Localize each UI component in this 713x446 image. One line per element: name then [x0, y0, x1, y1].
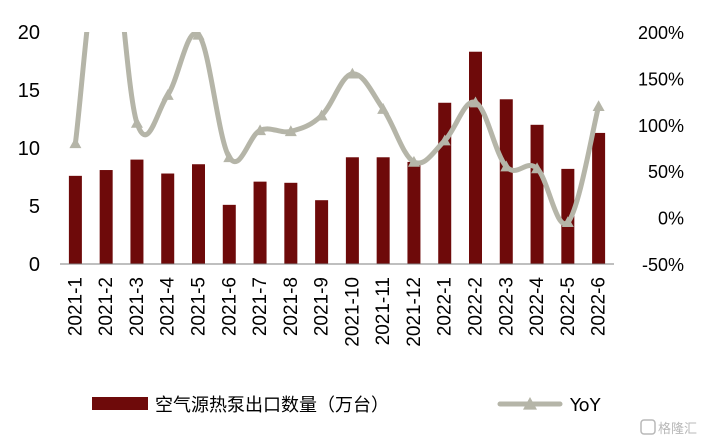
bar	[407, 161, 421, 264]
yoy-marker	[130, 116, 143, 128]
yoy-marker	[438, 134, 451, 146]
bar	[253, 181, 267, 264]
legend-marker-triangle	[523, 397, 537, 410]
left-tick-label: 10	[18, 138, 40, 160]
bar	[592, 132, 606, 264]
right-tick-label: 0%	[658, 209, 684, 229]
yoy-marker	[254, 124, 267, 136]
x-tick-label: 2021-10	[342, 277, 363, 347]
left-tick-label: 15	[18, 80, 40, 102]
right-tick-label: 100%	[638, 116, 684, 136]
x-tick-label: 2021-2	[96, 277, 117, 336]
x-tick-label: 2021-6	[219, 277, 240, 336]
x-tick-label: 2021-8	[281, 277, 302, 336]
x-tick-label: 2022-2	[466, 277, 487, 336]
yoy-marker	[69, 137, 82, 149]
bar	[530, 124, 544, 264]
x-tick-label: 2021-7	[250, 277, 271, 336]
yoy-marker	[192, 32, 205, 40]
x-tick-label: 2021-3	[127, 277, 148, 336]
x-tick-label: 2022-4	[527, 277, 548, 337]
yoy-marker	[407, 155, 420, 167]
legend: 空气源热泵出口数量（万台） YoY	[92, 395, 602, 416]
bar	[192, 164, 205, 264]
bar	[130, 159, 144, 264]
yoy-marker	[561, 216, 574, 228]
yoy-marker	[377, 103, 390, 114]
legend-swatch-bar	[92, 397, 148, 410]
x-tick-label: 2022-1	[435, 277, 456, 336]
bar	[161, 173, 175, 264]
bar	[376, 157, 390, 264]
left-tick-label: 0	[29, 254, 40, 276]
yoy-marker	[500, 160, 513, 172]
right-tick-label: -50%	[642, 255, 684, 275]
line-series	[69, 32, 605, 228]
bar-series	[68, 51, 606, 264]
right-tick-label: 150%	[638, 69, 684, 89]
x-tick-label: 2021-1	[65, 277, 86, 336]
bar	[499, 99, 513, 264]
watermark: 格隆汇	[640, 419, 697, 437]
bar	[99, 170, 113, 264]
legend-label-line: YoY	[569, 395, 602, 416]
x-tick-label: 2021-5	[189, 277, 210, 336]
yoy-marker	[284, 125, 297, 137]
yoy-marker	[469, 96, 482, 108]
x-tick-label: 2021-4	[158, 277, 179, 337]
x-tick-label: 2021-12	[404, 277, 425, 347]
bar	[222, 204, 236, 264]
right-tick-label: 50%	[648, 162, 684, 182]
bar	[68, 175, 82, 264]
yoy-marker	[161, 89, 174, 100]
watermark-logo-icon	[640, 419, 656, 435]
left-tick-label: 5	[29, 196, 40, 218]
x-tick-label: 2021-11	[373, 277, 394, 345]
x-tick-label: 2021-9	[312, 277, 333, 336]
yoy-marker	[315, 109, 328, 121]
yoy-marker	[346, 67, 359, 79]
bar	[469, 51, 482, 264]
yoy-marker	[531, 162, 544, 174]
bar	[345, 157, 359, 264]
x-tick-label: 2022-3	[496, 277, 517, 336]
right-tick-label: 200%	[638, 23, 684, 43]
x-axis: 2021-1 2021-2 2021-3 2021-4 2021-5 2021-6 2021…	[65, 277, 609, 347]
yoy-marker	[592, 100, 605, 112]
bar	[284, 182, 298, 264]
right-axis: -50% 0% 50% 100% 150% 200%	[638, 23, 684, 275]
x-tick-label: 2022-6	[589, 277, 610, 336]
x-tick-label: 2022-5	[558, 277, 579, 336]
left-axis: 0 5 10 15 20	[18, 22, 40, 276]
yoy-marker	[223, 151, 236, 163]
left-tick-label: 20	[18, 22, 40, 44]
watermark-text: 格隆汇	[658, 421, 697, 437]
bar	[315, 200, 329, 264]
yoy-line	[72, 32, 602, 227]
legend-label-bar: 空气源热泵出口数量（万台）	[155, 395, 389, 416]
bar	[438, 102, 452, 264]
